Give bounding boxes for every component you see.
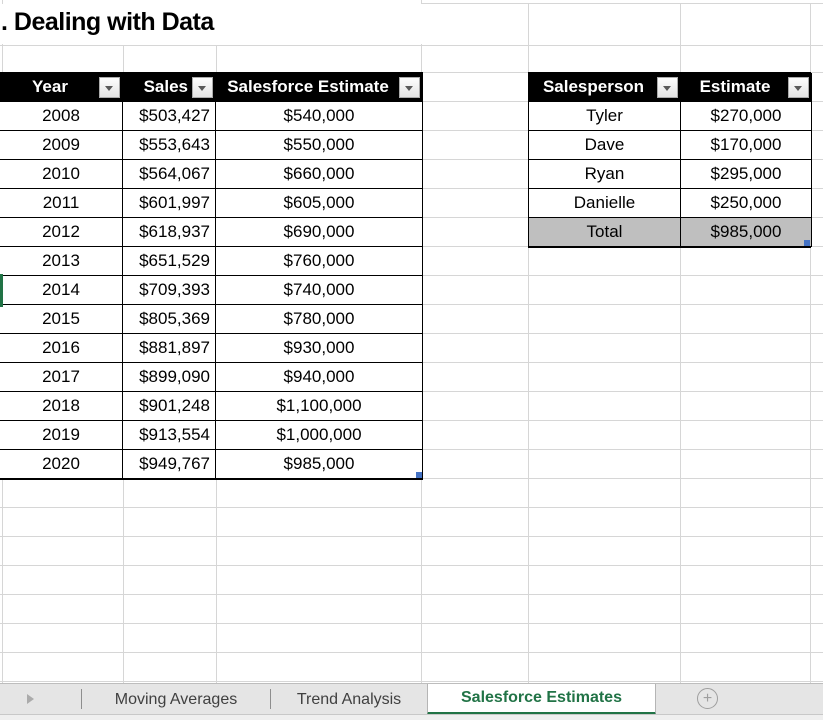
dropdown-arrow-icon xyxy=(663,86,671,91)
spreadsheet-cell[interactable]: $601,997 xyxy=(123,189,216,218)
gridline xyxy=(680,3,681,683)
dropdown-arrow-icon xyxy=(105,86,113,91)
spreadsheet-cell[interactable]: $940,000 xyxy=(216,363,423,392)
spreadsheet-cell[interactable]: 2011 xyxy=(0,189,123,218)
spreadsheet-cell[interactable]: $250,000 xyxy=(681,189,812,218)
spreadsheet-cell[interactable]: $170,000 xyxy=(681,131,812,160)
column-header-label: Salesforce Estimate xyxy=(227,77,389,96)
gridline xyxy=(0,45,823,46)
column-header[interactable]: Sales xyxy=(123,73,216,102)
spreadsheet-cell[interactable]: $690,000 xyxy=(216,218,423,247)
active-cell-selection-edge xyxy=(0,274,3,307)
spreadsheet-cell[interactable]: $553,643 xyxy=(123,131,216,160)
spreadsheet-cell[interactable]: $949,767 xyxy=(123,450,216,479)
gridline xyxy=(528,3,529,683)
spreadsheet-cell[interactable]: 2016 xyxy=(0,334,123,363)
spreadsheet-cell[interactable]: $899,090 xyxy=(123,363,216,392)
column-header-label: Estimate xyxy=(699,77,771,96)
spreadsheet-cell[interactable]: 2010 xyxy=(0,160,123,189)
spreadsheet-cell[interactable]: $760,000 xyxy=(216,247,423,276)
dropdown-arrow-icon xyxy=(198,86,206,91)
gridline xyxy=(0,536,823,537)
spreadsheet-cell[interactable]: $740,000 xyxy=(216,276,423,305)
spreadsheet-cell[interactable]: $564,067 xyxy=(123,160,216,189)
column-header-label: Sales xyxy=(143,77,188,96)
salesperson-estimates-table: Salesperson Estimate Tyler $270,000 Dave $170… xyxy=(528,72,812,248)
spreadsheet-cell[interactable]: 2012 xyxy=(0,218,123,247)
add-sheet-button[interactable]: + xyxy=(697,688,718,709)
spreadsheet-cell[interactable]: $540,000 xyxy=(216,102,423,131)
spreadsheet-cell[interactable]: $503,427 xyxy=(123,102,216,131)
gridline xyxy=(0,623,823,624)
sheet-tab-moving-averages[interactable]: Moving Averages xyxy=(114,691,238,708)
sales-table: Year Sales Salesforce Estimate 2008 $503,427… xyxy=(0,72,423,480)
gridline xyxy=(0,652,823,653)
sheet-nav-right-icon[interactable] xyxy=(27,694,34,704)
total-row-cell[interactable]: $985,000 xyxy=(681,218,812,247)
spreadsheet-cell[interactable]: $550,000 xyxy=(216,131,423,160)
column-header[interactable]: Salesperson xyxy=(529,73,681,102)
spreadsheet-cell[interactable]: $930,000 xyxy=(216,334,423,363)
gridline xyxy=(810,3,811,683)
spreadsheet-cell[interactable]: Tyler xyxy=(529,102,681,131)
spreadsheet-cell[interactable]: 2014 xyxy=(0,276,123,305)
total-row-cell[interactable]: Total xyxy=(529,218,681,247)
spreadsheet-cell[interactable]: $270,000 xyxy=(681,102,812,131)
filter-dropdown-button[interactable] xyxy=(788,77,809,98)
spreadsheet-cell[interactable]: $660,000 xyxy=(216,160,423,189)
spreadsheet-cell[interactable]: $605,000 xyxy=(216,189,423,218)
spreadsheet-cell[interactable]: Dave xyxy=(529,131,681,160)
spreadsheet-cell[interactable]: 2008 xyxy=(0,102,123,131)
spreadsheet-cell[interactable]: $295,000 xyxy=(681,160,812,189)
spreadsheet-cell[interactable]: Ryan xyxy=(529,160,681,189)
spreadsheet-cell[interactable]: 2013 xyxy=(0,247,123,276)
filter-dropdown-button[interactable] xyxy=(657,77,678,98)
gridline xyxy=(0,565,823,566)
spreadsheet-cell[interactable]: Danielle xyxy=(529,189,681,218)
gridline xyxy=(0,681,823,682)
spreadsheet-cell[interactable]: $1,000,000 xyxy=(216,421,423,450)
dropdown-arrow-icon xyxy=(794,86,802,91)
spreadsheet-cell[interactable]: $881,897 xyxy=(123,334,216,363)
gridline xyxy=(0,594,823,595)
tab-divider xyxy=(81,689,82,709)
column-header[interactable]: Estimate xyxy=(681,73,812,102)
spreadsheet-cell[interactable]: 2017 xyxy=(0,363,123,392)
status-bar-strip xyxy=(0,714,823,720)
table-resize-handle[interactable] xyxy=(416,472,422,478)
sheet-tab-salesforce-estimates-active[interactable]: Salesforce Estimates xyxy=(427,684,656,715)
sheet-tab-trend-analysis[interactable]: Trend Analysis xyxy=(296,691,402,708)
sheet-tab-bar: Moving Averages Trend Analysis Salesforc… xyxy=(0,683,823,715)
spreadsheet-cell[interactable]: $985,000 xyxy=(216,450,423,479)
filter-dropdown-button[interactable] xyxy=(192,77,213,98)
spreadsheet-cell[interactable]: 2009 xyxy=(0,131,123,160)
spreadsheet-cell[interactable]: $618,937 xyxy=(123,218,216,247)
filter-dropdown-button[interactable] xyxy=(99,77,120,98)
column-header[interactable]: Salesforce Estimate xyxy=(216,73,423,102)
spreadsheet-cell[interactable]: $651,529 xyxy=(123,247,216,276)
spreadsheet-cell[interactable]: 2018 xyxy=(0,392,123,421)
spreadsheet-cell[interactable]: $709,393 xyxy=(123,276,216,305)
gridline xyxy=(421,3,823,4)
column-header-label: Salesperson xyxy=(542,77,645,96)
column-header-label: Year xyxy=(32,77,68,96)
tab-divider xyxy=(270,689,271,709)
spreadsheet-cell[interactable]: 2020 xyxy=(0,450,123,479)
spreadsheet-cell[interactable]: 2019 xyxy=(0,421,123,450)
filter-dropdown-button[interactable] xyxy=(399,77,420,98)
spreadsheet-cell[interactable]: $780,000 xyxy=(216,305,423,334)
spreadsheet-cell[interactable]: $901,248 xyxy=(123,392,216,421)
spreadsheet-cell[interactable]: $805,369 xyxy=(123,305,216,334)
spreadsheet-cell[interactable]: $1,100,000 xyxy=(216,392,423,421)
spreadsheet-cell[interactable]: $913,554 xyxy=(123,421,216,450)
table-resize-handle[interactable] xyxy=(804,240,810,246)
gridline xyxy=(0,507,823,508)
spreadsheet-cell[interactable]: 2015 xyxy=(0,305,123,334)
column-header[interactable]: Year xyxy=(0,73,123,102)
worksheet-title[interactable]: . Dealing with Data xyxy=(1,4,431,44)
dropdown-arrow-icon xyxy=(405,86,413,91)
